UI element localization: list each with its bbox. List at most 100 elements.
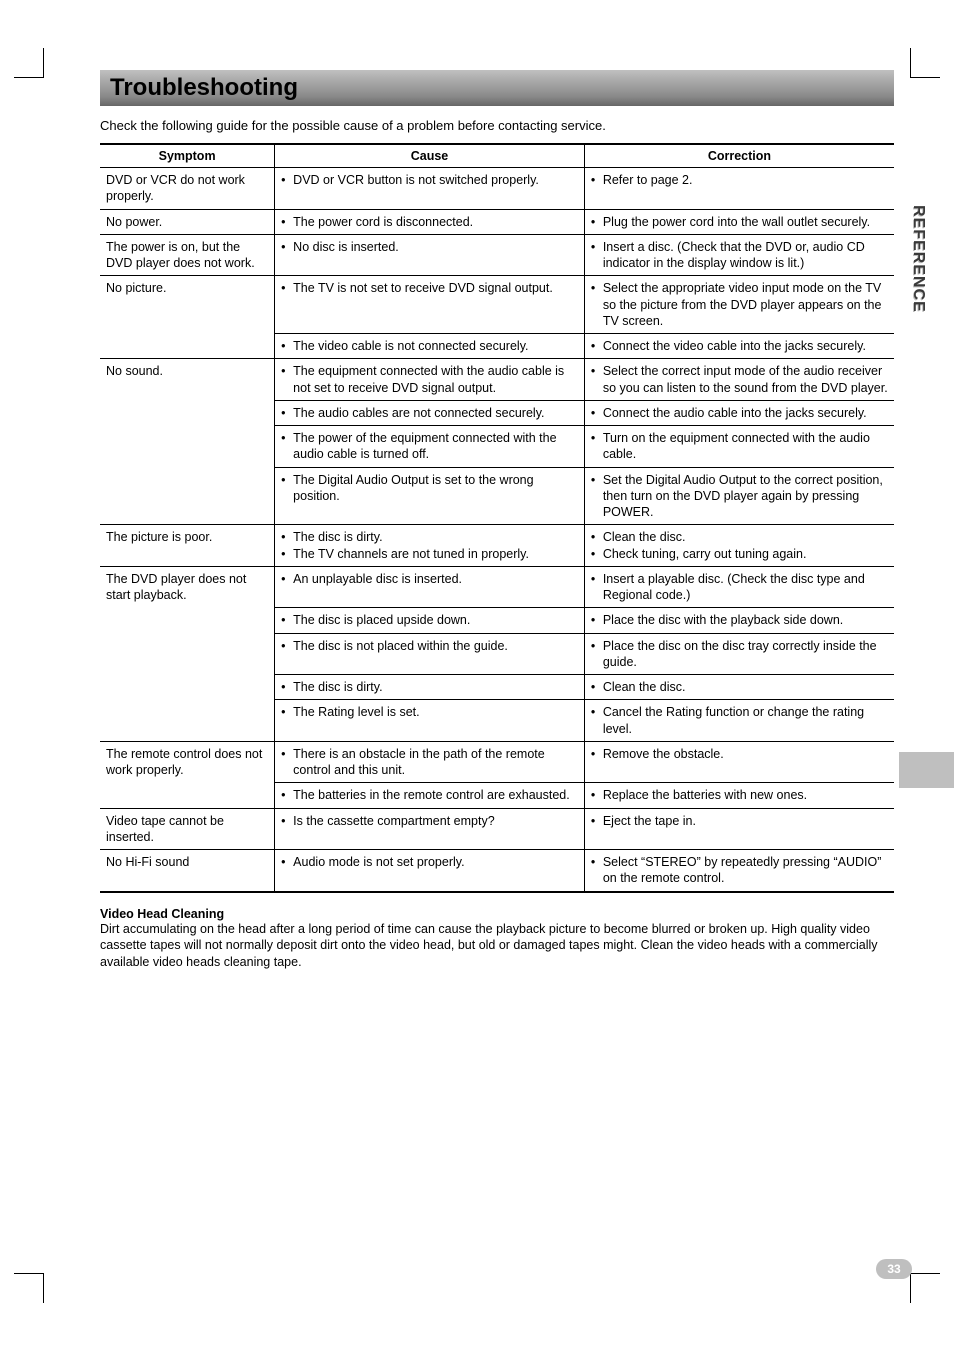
crop-mark (14, 77, 44, 78)
symptom-cell: The DVD player does not start playback. (100, 566, 275, 741)
bullet-item: Refer to page 2. (591, 172, 888, 188)
bullet-item: Replace the batteries with new ones. (591, 787, 888, 803)
crop-mark (14, 1273, 44, 1274)
symptom-cell: The power is on, but the DVD player does… (100, 234, 275, 276)
bullet-item: The equipment connected with the audio c… (281, 363, 578, 396)
col-cause: Cause (275, 144, 585, 168)
bullet-item: The disc is dirty. (281, 679, 578, 695)
bullet-item: Select the correct input mode of the aud… (591, 363, 888, 396)
crop-mark (910, 48, 911, 78)
correction-cell: Select “STEREO” by repeatedly pressing “… (584, 850, 894, 892)
correction-cell: Set the Digital Audio Output to the corr… (584, 467, 894, 525)
bullet-item: The video cable is not connected securel… (281, 338, 578, 354)
correction-cell: Plug the power cord into the wall outlet… (584, 209, 894, 234)
cause-cell: Audio mode is not set properly. (275, 850, 585, 892)
bullet-item: Place the disc with the playback side do… (591, 612, 888, 628)
cause-cell: The audio cables are not connected secur… (275, 400, 585, 425)
crop-mark (910, 1273, 940, 1274)
col-correction: Correction (584, 144, 894, 168)
title-bar: Troubleshooting (100, 70, 894, 106)
correction-cell: Select the correct input mode of the aud… (584, 359, 894, 401)
table-row: No power. The power cord is disconnected.… (100, 209, 894, 234)
cause-cell: The disc is dirty.The TV channels are no… (275, 525, 585, 567)
col-symptom: Symptom (100, 144, 275, 168)
bullet-item: The TV is not set to receive DVD signal … (281, 280, 578, 296)
side-grey-block (899, 752, 954, 788)
video-head-cleaning-heading: Video Head Cleaning (100, 907, 894, 921)
bullet-item: The TV channels are not tuned in properl… (281, 546, 578, 562)
video-head-cleaning-body: Dirt accumulating on the head after a lo… (100, 921, 894, 972)
bullet-item: Check tuning, carry out tuning again. (591, 546, 888, 562)
correction-cell: Place the disc on the disc tray correctl… (584, 633, 894, 675)
cause-cell: There is an obstacle in the path of the … (275, 741, 585, 783)
cause-cell: The power cord is disconnected. (275, 209, 585, 234)
cause-cell: The batteries in the remote control are … (275, 783, 585, 808)
cause-cell: The disc is placed upside down. (275, 608, 585, 633)
table-row: The DVD player does not start playback.A… (100, 566, 894, 608)
correction-cell: Clean the disc. (584, 675, 894, 700)
cause-cell: The power of the equipment connected wit… (275, 426, 585, 468)
symptom-cell: Video tape cannot be inserted. (100, 808, 275, 850)
bullet-item: Clean the disc. (591, 679, 888, 695)
table-row: The remote control does not work properl… (100, 741, 894, 783)
correction-cell: Insert a disc. (Check that the DVD or, a… (584, 234, 894, 276)
cause-cell: The disc is not placed within the guide. (275, 633, 585, 675)
bullet-item: The audio cables are not connected secur… (281, 405, 578, 421)
troubleshooting-table: Symptom Cause Correction DVD or VCR do n… (100, 143, 894, 893)
symptom-cell: No sound. (100, 359, 275, 525)
correction-cell: Cancel the Rating function or change the… (584, 700, 894, 742)
bullet-item: The power of the equipment connected wit… (281, 430, 578, 463)
table-row: No sound.The equipment connected with th… (100, 359, 894, 401)
bullet-item: The power cord is disconnected. (281, 214, 578, 230)
table-row: Video tape cannot be inserted. Is the cas… (100, 808, 894, 850)
correction-cell: Select the appropriate video input mode … (584, 276, 894, 334)
bullet-item: Place the disc on the disc tray correctl… (591, 638, 888, 671)
bullet-item: Eject the tape in. (591, 813, 888, 829)
table-header-row: Symptom Cause Correction (100, 144, 894, 168)
bullet-item: Plug the power cord into the wall outlet… (591, 214, 888, 230)
bullet-item: The disc is placed upside down. (281, 612, 578, 628)
crop-mark (910, 77, 940, 78)
bullet-item: Select the appropriate video input mode … (591, 280, 888, 329)
bullet-item: Connect the audio cable into the jacks s… (591, 405, 888, 421)
bullet-item: The disc is not placed within the guide. (281, 638, 578, 654)
bullet-item: Remove the obstacle. (591, 746, 888, 762)
table-row: The picture is poor.The disc is dirty.Th… (100, 525, 894, 567)
bullet-item: The batteries in the remote control are … (281, 787, 578, 803)
bullet-item: Is the cassette compartment empty? (281, 813, 578, 829)
symptom-cell: No power. (100, 209, 275, 234)
symptom-cell: No Hi-Fi sound (100, 850, 275, 892)
table-row: No Hi-Fi soundAudio mode is not set prop… (100, 850, 894, 892)
bullet-item: Insert a playable disc. (Check the disc … (591, 571, 888, 604)
correction-cell: Clean the disc.Check tuning, carry out t… (584, 525, 894, 567)
bullet-item: Set the Digital Audio Output to the corr… (591, 472, 888, 521)
cause-cell: The equipment connected with the audio c… (275, 359, 585, 401)
correction-cell: Place the disc with the playback side do… (584, 608, 894, 633)
correction-cell: Refer to page 2. (584, 168, 894, 210)
cause-cell: Is the cassette compartment empty? (275, 808, 585, 850)
page: REFERENCE REFERENCE Troubleshooting Chec… (0, 0, 954, 1351)
cause-cell: DVD or VCR button is not switched proper… (275, 168, 585, 210)
bullet-item: An unplayable disc is inserted. (281, 571, 578, 587)
correction-cell: Connect the video cable into the jacks s… (584, 334, 894, 359)
bullet-item: Connect the video cable into the jacks s… (591, 338, 888, 354)
bullet-item: Turn on the equipment connected with the… (591, 430, 888, 463)
symptom-cell: No picture. (100, 276, 275, 359)
correction-cell: Insert a playable disc. (Check the disc … (584, 566, 894, 608)
side-tab-reference: REFERENCE REFERENCE (910, 205, 926, 313)
cause-cell: The Rating level is set. (275, 700, 585, 742)
cause-cell: The video cable is not connected securel… (275, 334, 585, 359)
table-body: DVD or VCR do not work properly.DVD or V… (100, 168, 894, 892)
bullet-item: The Digital Audio Output is set to the w… (281, 472, 578, 505)
table-row: The power is on, but the DVD player does… (100, 234, 894, 276)
side-tab-label: REFERENCE (910, 205, 927, 313)
cause-cell: The TV is not set to receive DVD signal … (275, 276, 585, 334)
table-row: No picture.The TV is not set to receive … (100, 276, 894, 334)
correction-cell: Turn on the equipment connected with the… (584, 426, 894, 468)
correction-cell: Connect the audio cable into the jacks s… (584, 400, 894, 425)
cause-cell: The Digital Audio Output is set to the w… (275, 467, 585, 525)
symptom-cell: The remote control does not work properl… (100, 741, 275, 808)
bullet-item: No disc is inserted. (281, 239, 578, 255)
correction-cell: Eject the tape in. (584, 808, 894, 850)
bullet-item: The disc is dirty. (281, 529, 578, 545)
